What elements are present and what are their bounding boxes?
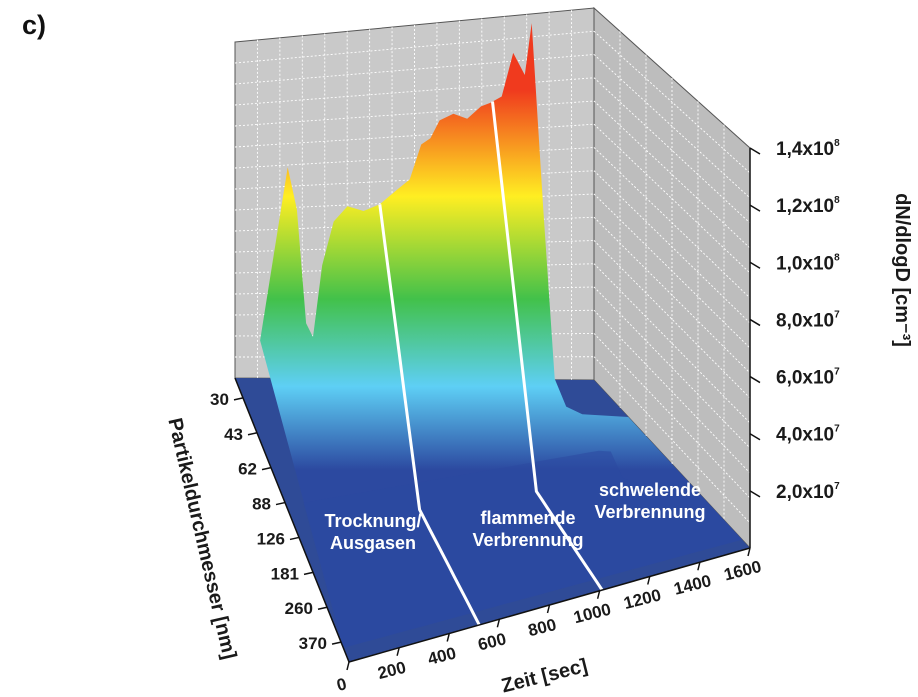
grid-line bbox=[593, 356, 751, 524]
y-tick-label: 30 bbox=[210, 390, 229, 409]
y-tick-label: 88 bbox=[252, 495, 271, 514]
x-tick-mark bbox=[396, 647, 400, 656]
z-tick-exponent: 8 bbox=[834, 252, 840, 263]
x-axis-title: Zeit [sec] bbox=[499, 655, 590, 697]
y-tick-label: 260 bbox=[285, 599, 313, 618]
x-tick-mark bbox=[647, 576, 651, 585]
y-axis-line bbox=[234, 377, 350, 663]
z-tick-exponent: 8 bbox=[834, 195, 840, 206]
grid-line bbox=[234, 30, 595, 64]
y-tick-label: 62 bbox=[238, 460, 257, 479]
x-tick-mark bbox=[496, 619, 501, 628]
phase-lines bbox=[378, 101, 604, 626]
grid-line bbox=[593, 216, 751, 374]
z-axis: 2,0x107 4,0x107 6,0x107 8,0x107 1,0x108 1,2x1… bbox=[749, 138, 913, 548]
z-axis-title: dN/dlogD [cm⁻³] bbox=[891, 193, 913, 347]
z-tick-mark bbox=[749, 147, 761, 155]
x-tick-mark bbox=[596, 590, 601, 599]
grid-line bbox=[593, 54, 751, 199]
grid-line bbox=[593, 170, 751, 324]
z-tick-mark bbox=[749, 490, 761, 498]
z-tick-label: 1,2x108 bbox=[776, 195, 840, 217]
x-tick-label: 1400 bbox=[672, 571, 713, 599]
z-tick-label: 8,0x107 bbox=[776, 309, 840, 331]
y-tick-label: 43 bbox=[224, 425, 243, 444]
grid-line bbox=[234, 54, 595, 85]
surface-body bbox=[260, 23, 743, 648]
y-tick-mark bbox=[275, 501, 286, 506]
grid-line bbox=[593, 286, 751, 449]
annotation-line: schwelende bbox=[599, 480, 701, 500]
grid-line bbox=[593, 193, 751, 349]
y-tick-label: 181 bbox=[271, 564, 299, 583]
annotation-line: Verbrennung bbox=[472, 530, 583, 550]
annotation-label: Trocknung/Ausgasen bbox=[324, 511, 421, 553]
x-tick-label: 200 bbox=[376, 658, 408, 683]
z-tick-mark bbox=[749, 375, 761, 384]
x-tick-label: 800 bbox=[526, 615, 558, 640]
y-tick-mark bbox=[233, 397, 244, 401]
z-tick-exponent: 7 bbox=[834, 367, 840, 378]
y-tick-label: 370 bbox=[299, 634, 327, 653]
annotation-line: Trocknung/ bbox=[324, 511, 421, 531]
z-tick-label: 1,0x108 bbox=[776, 252, 840, 274]
panel-label: c) bbox=[22, 10, 47, 40]
y-tick-mark bbox=[317, 606, 328, 610]
y-tick-mark bbox=[331, 641, 342, 645]
y-tick-mark bbox=[261, 466, 272, 471]
x-tick-label: 600 bbox=[476, 629, 508, 654]
annotations: Trocknung/AusgasenflammendeVerbrennungsc… bbox=[324, 480, 705, 553]
grid-line bbox=[593, 309, 751, 474]
x-tick-label: 400 bbox=[426, 644, 458, 669]
x-tick-label: 0 bbox=[335, 674, 349, 695]
z-tick-label: 4,0x107 bbox=[776, 424, 840, 446]
grid-line bbox=[593, 30, 751, 174]
y-tick-label: 126 bbox=[257, 529, 285, 548]
grid-line bbox=[593, 263, 751, 424]
z-tick-exponent: 7 bbox=[834, 481, 840, 492]
z-tick-mark bbox=[749, 433, 761, 441]
z-tick-mark bbox=[749, 318, 761, 327]
x-tick-mark bbox=[446, 633, 450, 642]
z-tick-label: 1,4x108 bbox=[776, 138, 840, 160]
z-tick-exponent: 8 bbox=[834, 138, 840, 149]
phase-boundary-line bbox=[378, 204, 481, 626]
x-tick-label: 1000 bbox=[572, 600, 613, 628]
grid-line bbox=[593, 147, 751, 299]
phase-boundary-line bbox=[491, 101, 604, 591]
grid-line bbox=[593, 240, 751, 399]
x-tick-mark bbox=[346, 661, 350, 671]
x-tick-mark bbox=[747, 547, 751, 557]
annotation-line: Verbrennung bbox=[594, 502, 705, 522]
grid-line bbox=[593, 77, 751, 224]
z-tick-mark bbox=[749, 261, 761, 269]
x-tick-label: 1600 bbox=[722, 557, 763, 585]
surface-base-shade bbox=[303, 450, 743, 648]
y-axis-title: Partikeldurchmesser [nm] bbox=[163, 416, 240, 661]
annotation-line: flammende bbox=[480, 508, 575, 528]
x-tick-mark bbox=[546, 604, 551, 614]
y-tick-mark bbox=[303, 571, 314, 576]
x-tick-mark bbox=[697, 562, 701, 571]
z-tick-exponent: 7 bbox=[834, 309, 840, 320]
x-tick-label: 1200 bbox=[622, 585, 663, 613]
y-tick-mark bbox=[247, 432, 258, 436]
annotation-line: Ausgasen bbox=[330, 533, 416, 553]
y-tick-mark bbox=[289, 536, 300, 541]
z-tick-mark bbox=[749, 204, 761, 212]
grid-line bbox=[593, 333, 751, 499]
z-tick-label: 6,0x107 bbox=[776, 367, 840, 389]
z-tick-exponent: 7 bbox=[834, 424, 840, 435]
z-tick-label: 2,0x107 bbox=[776, 481, 840, 503]
